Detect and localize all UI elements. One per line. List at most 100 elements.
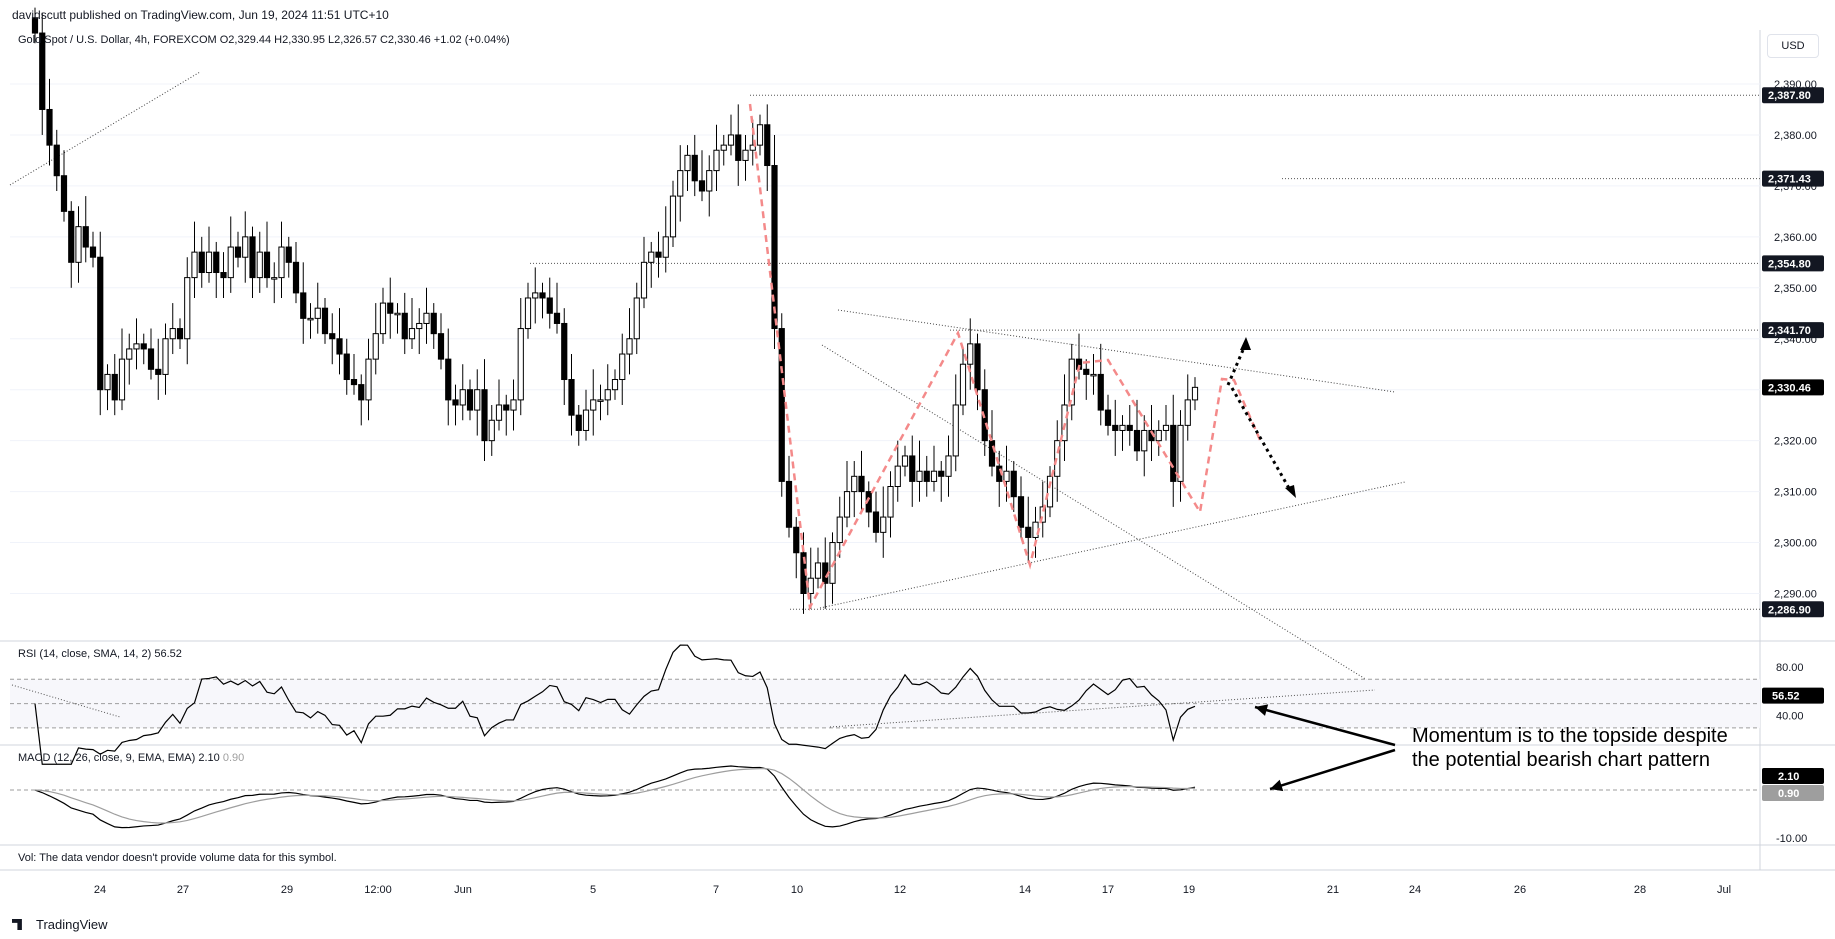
- candle-body: [416, 322, 423, 330]
- time-axis: 24 27 29 12:00 Jun 5 7 10 12 14 17 19 21 24 26 28 Jul: [94, 884, 1731, 896]
- candle-body: [517, 328, 524, 401]
- candle-body: [778, 328, 785, 482]
- candle-body: [155, 368, 162, 375]
- rsi-pane: [10, 644, 1760, 765]
- candle-body: [706, 170, 713, 192]
- candle-body: [89, 246, 97, 258]
- key-level-badge: [1762, 87, 1824, 104]
- candle-body: [314, 307, 321, 319]
- candle-body: [698, 180, 706, 192]
- candle-body: [140, 343, 147, 350]
- time-tick-label: 5: [590, 884, 596, 896]
- candle-body: [590, 399, 597, 411]
- candlestick-series: [31, 7, 1199, 614]
- candle-body: [749, 144, 756, 151]
- trendline: [819, 481, 1406, 609]
- macd-value-badge: [1762, 768, 1824, 784]
- candle-body: [974, 343, 981, 391]
- key-level-label: 2,341.70: [1768, 325, 1811, 337]
- time-tick-label: 26: [1514, 884, 1526, 896]
- candle-body: [466, 389, 474, 411]
- time-tick-label: Jun: [454, 884, 472, 896]
- candle-body: [894, 465, 901, 488]
- rsi-label[interactable]: RSI (14, close, SMA, 14, 2): [18, 648, 152, 660]
- candle-body: [394, 312, 401, 316]
- candle-body: [633, 297, 640, 340]
- candle-body: [1061, 404, 1068, 442]
- volume-note: Vol: The data vendor doesn't provide vol…: [18, 852, 337, 864]
- candle-body: [474, 389, 481, 411]
- candle-body: [677, 170, 684, 197]
- candle-body: [68, 210, 75, 263]
- candle-body: [1097, 373, 1104, 411]
- candle-body: [75, 226, 82, 263]
- candle-body: [31, 17, 39, 34]
- arrow-up-icon: [1240, 337, 1251, 350]
- candle-body: [220, 272, 227, 279]
- time-tick-label: 12: [894, 884, 906, 896]
- candle-body: [553, 312, 561, 324]
- candle-body: [561, 322, 568, 381]
- candle-body: [387, 302, 394, 314]
- candle-body: [169, 328, 176, 340]
- time-tick-label: 14: [1019, 884, 1031, 896]
- candle-body: [147, 348, 155, 370]
- candle-body: [1141, 429, 1148, 452]
- rsi-tick-label: 80.00: [1776, 662, 1804, 674]
- candle-body: [930, 470, 938, 482]
- signal-line: [34, 768, 1196, 824]
- candle-body: [597, 399, 604, 402]
- time-tick-label: Jul: [1717, 884, 1731, 896]
- candle-body: [278, 246, 285, 279]
- horizontal-levels: [530, 94, 1760, 610]
- candle-body: [807, 577, 814, 595]
- candle-body: [945, 455, 952, 477]
- brand-name: TradingView: [36, 917, 108, 932]
- price-axis: 2,290.002,300.002,310.002,320.002,330.00…: [1762, 79, 1824, 845]
- currency-button[interactable]: USD: [1767, 34, 1819, 58]
- candle-body: [452, 399, 459, 406]
- candle-body: [648, 251, 655, 263]
- candle-body: [1046, 475, 1054, 508]
- candle-body: [191, 251, 198, 279]
- tradingview-brand[interactable]: TradingView: [12, 917, 108, 932]
- candle-body: [619, 353, 626, 381]
- candle-body: [938, 470, 945, 477]
- candle-body: [880, 516, 887, 533]
- candle-body: [459, 389, 466, 406]
- candle-body: [256, 251, 263, 279]
- macd-label[interactable]: MACD (12, 26, close, 9, EMA, EMA): [18, 752, 196, 764]
- key-level-label: 2,354.80: [1768, 258, 1811, 270]
- price-tick-label: 2,320.00: [1774, 436, 1817, 448]
- candle-body: [916, 470, 923, 482]
- annotation-arrow: [1269, 748, 1396, 791]
- candle-body: [321, 307, 329, 335]
- candle-body: [575, 414, 582, 431]
- symbol-title[interactable]: Gold Spot / U.S. Dollar, 4h, FOREXCOM: [18, 34, 217, 46]
- candle-body: [967, 343, 974, 365]
- candle-body: [568, 379, 575, 416]
- candle-body: [546, 297, 553, 314]
- key-level-label: 2,387.80: [1768, 90, 1811, 102]
- macd-legend: MACD (12, 26, close, 9, EMA, EMA) 2.10 0…: [18, 752, 244, 764]
- candle-body: [1184, 399, 1191, 426]
- candle-body: [611, 379, 619, 391]
- candle-body: [213, 251, 220, 274]
- candle-body: [488, 419, 495, 442]
- candle-body: [97, 256, 104, 391]
- candle-body: [503, 404, 510, 411]
- symbol-legend: Gold Spot / U.S. Dollar, 4h, FOREXCOM O2…: [18, 34, 510, 46]
- candle-body: [1133, 429, 1141, 452]
- candle-body: [952, 404, 959, 457]
- rsi-line: [34, 644, 1196, 765]
- candle-body: [669, 195, 677, 238]
- key-level-badge: [1762, 601, 1824, 618]
- candle-body: [423, 312, 430, 324]
- candle-body: [118, 358, 126, 401]
- last-price-badge: [1762, 379, 1824, 396]
- candle-body: [1177, 424, 1184, 482]
- pattern-overlay: [748, 103, 1296, 612]
- macd-tick-label: -10.00: [1776, 833, 1807, 845]
- candle-body: [988, 440, 996, 467]
- candle-body: [1032, 521, 1039, 538]
